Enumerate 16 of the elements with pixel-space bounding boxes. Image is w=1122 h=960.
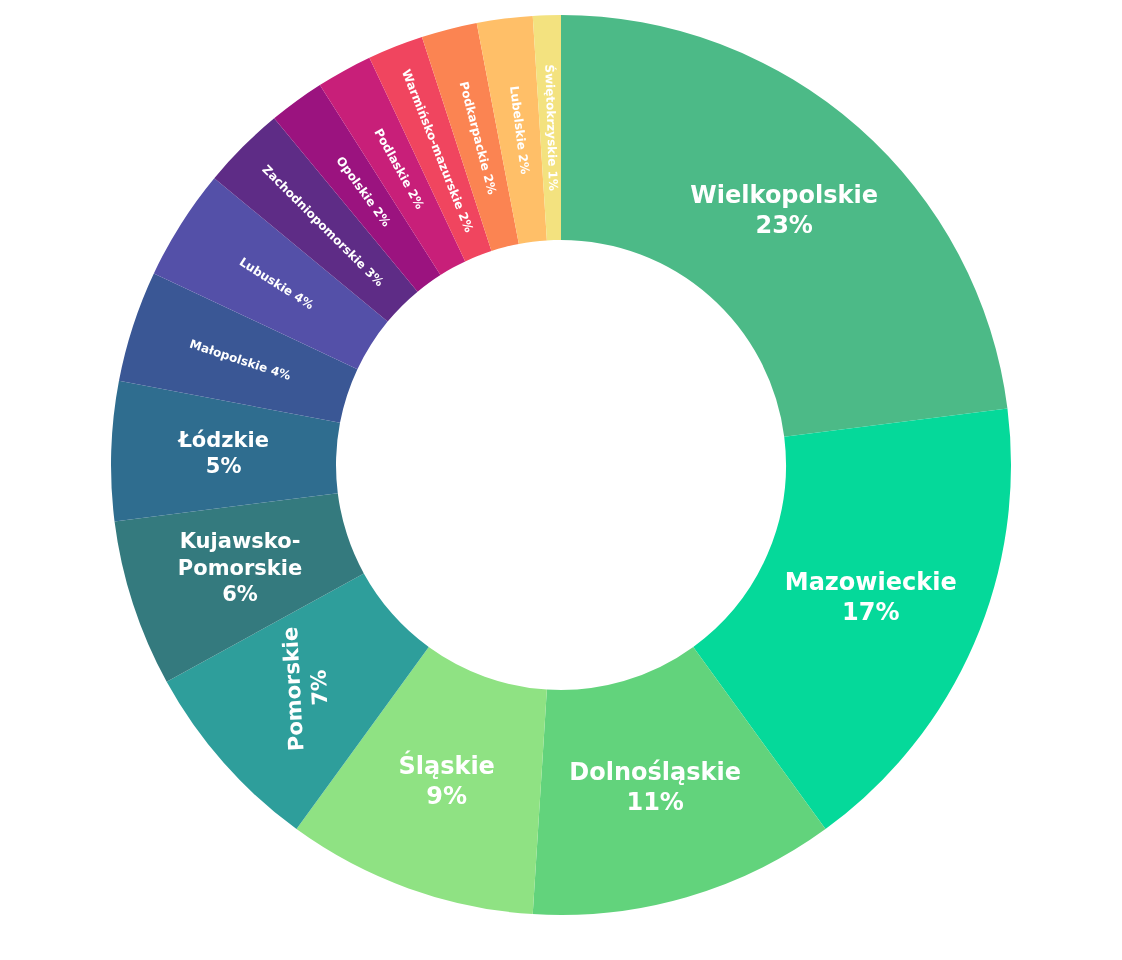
data-label: 11% bbox=[626, 788, 684, 817]
slice-label: Mazowieckie bbox=[784, 568, 957, 597]
data-label: 6% bbox=[222, 582, 258, 606]
slice-label: Wielkopolskie bbox=[690, 181, 879, 210]
slice-label: Lubelskie 2% bbox=[507, 85, 533, 176]
data-label: 7% bbox=[306, 669, 333, 707]
data-label: 5% bbox=[205, 453, 242, 478]
slice-label: Łódzkie bbox=[177, 427, 269, 452]
data-label: 9% bbox=[426, 781, 468, 810]
slice-label: Śląskie bbox=[398, 749, 495, 780]
slice-label: Dolnośląskie bbox=[569, 758, 741, 787]
data-label: 23% bbox=[755, 211, 813, 240]
data-label: 17% bbox=[842, 598, 900, 627]
slice-label: Kujawsko-Pomorskie bbox=[177, 529, 303, 580]
slice-label: Pomorskie bbox=[277, 626, 309, 752]
slice-label: Świętokrzyskie 1% bbox=[542, 64, 562, 192]
